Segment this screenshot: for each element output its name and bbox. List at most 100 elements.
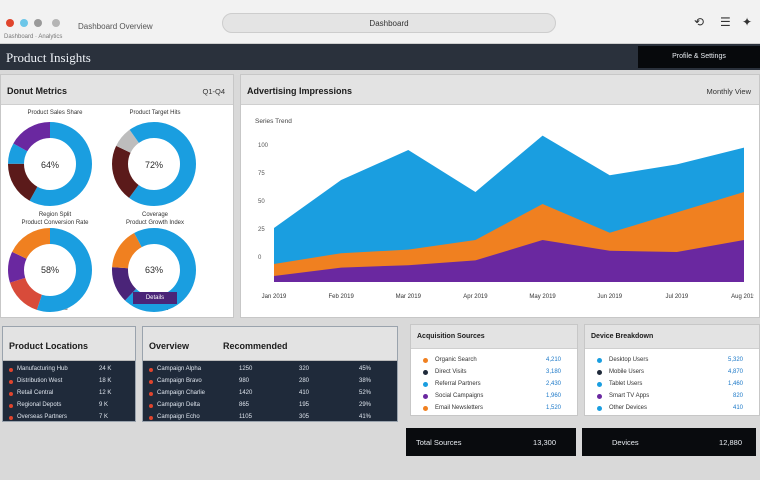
table-cell: 1420 [239, 390, 253, 396]
list-item[interactable]: Desktop Users 5,320 [585, 355, 759, 367]
list-item-value: 410 [732, 405, 743, 411]
panel-title: Acquisition Sources [417, 333, 485, 340]
table-cell: 7 K [99, 414, 109, 420]
list-item-label: Organic Search [435, 357, 477, 363]
legend-dot [597, 394, 602, 399]
minimize-window-icon[interactable] [20, 19, 28, 27]
table-cell: 12 K [99, 390, 112, 396]
table-title: Overview [149, 341, 190, 351]
table-cell: 410 [299, 390, 310, 396]
donut-hole [26, 246, 74, 294]
y-tick-label: 0 [258, 255, 262, 261]
details-button[interactable]: Details [133, 292, 177, 304]
maximize-window-icon[interactable] [34, 19, 42, 27]
x-tick-label: Apr 2019 [463, 294, 488, 300]
table-cell: 195 [299, 402, 310, 408]
legend-dot [597, 406, 602, 411]
list-item[interactable]: Email Newsletters 1,520 [411, 403, 577, 415]
table-row[interactable]: Manufacturing Hub 24 K [3, 363, 135, 376]
table-cell: 305 [299, 414, 310, 420]
table-row[interactable]: Regional Depots 9 K [3, 399, 135, 412]
table-row[interactable]: Campaign Bravo 980 280 38% [143, 375, 397, 388]
list-item-value: 820 [732, 393, 743, 399]
row-marker [149, 392, 153, 396]
table-cell: 865 [239, 402, 250, 408]
donut-value: 64% [40, 160, 59, 170]
table-cell: Campaign Alpha [157, 366, 202, 372]
panel-title: Advertising Impressions [247, 86, 353, 96]
donut-segment [8, 228, 92, 312]
close-window-icon[interactable] [6, 19, 14, 27]
x-tick-label: Feb 2019 [328, 294, 354, 300]
list-item-value: 1,520 [545, 405, 561, 411]
table-title: Product Locations [9, 341, 89, 351]
browser-toolbar: Dashboard Overview Dashboard ⟲ ☰ ✦ Dashb… [0, 0, 760, 44]
overview-table: Overview Recommended Campaign Alpha 1250 3… [142, 326, 398, 422]
list-item[interactable]: Smart TV Apps 820 [585, 391, 759, 403]
donut-title: Product Conversion Rate [21, 220, 89, 226]
list-item-label: Referral Partners [435, 381, 481, 387]
address-bar[interactable]: Dashboard [222, 13, 556, 33]
extension-pin-icon[interactable]: ✦ [742, 15, 753, 29]
donut-segment [112, 228, 196, 312]
list-item[interactable]: Tablet Users 1,460 [585, 379, 759, 391]
table-row[interactable]: Distribution West 18 K [3, 375, 135, 388]
table-row[interactable]: Overseas Partners 7 K [3, 411, 135, 424]
browser-tab[interactable]: Dashboard Overview [78, 22, 153, 31]
list-item[interactable]: Organic Search 4,210 [411, 355, 577, 367]
table-cell: 18 K [99, 378, 112, 384]
legend-dot [423, 370, 428, 375]
total-label: Total Sources [416, 438, 462, 447]
list-item[interactable]: Referral Partners 2,430 [411, 379, 577, 391]
donut-chart [8, 228, 92, 312]
list-item-label: Mobile Users [609, 369, 645, 375]
donut-hole [26, 140, 74, 188]
table-cell: 280 [299, 378, 310, 384]
x-tick-label: May 2019 [529, 294, 556, 300]
table-cell: 980 [239, 378, 250, 384]
sources-list-panel: Acquisition Sources Organic Search 4,210 D… [410, 324, 578, 416]
list-item-value: 1,960 [545, 393, 561, 399]
total-value: 13,300 [533, 438, 556, 447]
reload-icon[interactable]: ⟲ [694, 15, 705, 29]
table-cell: 38% [359, 378, 372, 384]
list-item-label: Desktop Users [609, 357, 649, 363]
list-item-value: 5,320 [727, 357, 743, 363]
x-tick-label: Jan 2019 [262, 294, 287, 300]
table-header: Overview Recommended [143, 327, 397, 361]
list-item-label: Direct Visits [435, 369, 467, 375]
table-cell: Overseas Partners [17, 414, 68, 420]
donut-segment [8, 122, 92, 206]
list-item[interactable]: Direct Visits 3,180 [411, 367, 577, 379]
table-row[interactable]: Campaign Alpha 1250 320 45% [143, 363, 397, 376]
legend-dot [423, 406, 428, 411]
legend-dot [597, 382, 602, 387]
row-marker [149, 368, 153, 372]
panel-header: Device Breakdown [585, 325, 759, 349]
table-header: Product Locations [3, 327, 135, 361]
list-item[interactable]: Mobile Users 4,870 [585, 367, 759, 379]
sources-total-bar: Total Sources 13,300 [406, 428, 576, 456]
donut-title: Product Target Hits [129, 110, 181, 116]
list-item-label: Social Campaigns [435, 393, 484, 399]
table-row[interactable]: Campaign Delta 865 195 29% [143, 399, 397, 412]
row-marker [9, 392, 13, 396]
table-cell: 1250 [239, 366, 253, 372]
row-marker [149, 416, 153, 420]
list-item[interactable]: Other Devices 410 [585, 403, 759, 415]
table-row[interactable]: Campaign Echo 1105 305 41% [143, 411, 397, 424]
table-row[interactable]: Campaign Charlie 1420 410 52% [143, 387, 397, 400]
row-marker [149, 404, 153, 408]
bookmarks-bar[interactable]: Dashboard · Analytics [4, 34, 63, 40]
panel-title: Donut Metrics [7, 86, 68, 96]
list-item-value: 4,870 [727, 369, 743, 375]
list-item[interactable]: Social Campaigns 1,960 [411, 391, 577, 403]
app-header: Product Insights Profile & Settings [0, 44, 760, 70]
donut-chart [8, 122, 92, 206]
profile-button[interactable]: Profile & Settings [638, 46, 760, 68]
legend-dot [423, 394, 428, 399]
table-row[interactable]: Retail Central 12 K [3, 387, 135, 400]
panel-view-selector[interactable]: Monthly View [706, 87, 751, 96]
menu-icon[interactable]: ☰ [720, 15, 731, 29]
donut-value: 63% [144, 265, 163, 275]
